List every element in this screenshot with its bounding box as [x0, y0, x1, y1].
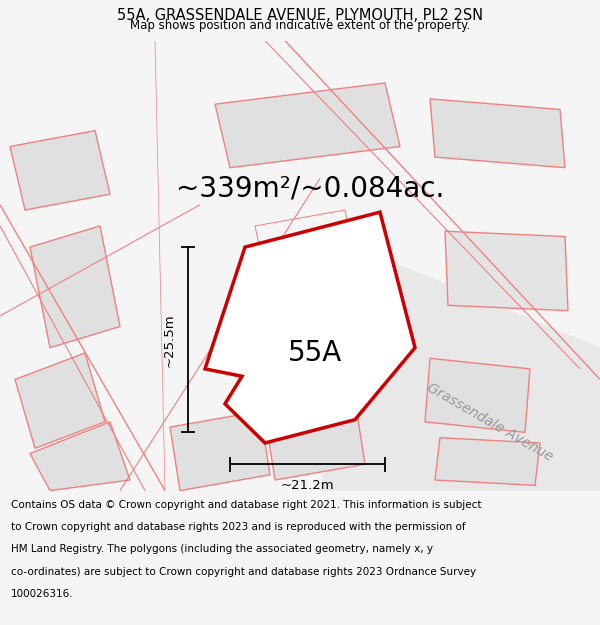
Text: to Crown copyright and database rights 2023 and is reproduced with the permissio: to Crown copyright and database rights 2…: [11, 522, 466, 532]
Text: Grassendale Avenue: Grassendale Avenue: [425, 380, 556, 464]
Polygon shape: [10, 131, 110, 210]
Polygon shape: [320, 253, 600, 491]
Text: Map shows position and indicative extent of the property.: Map shows position and indicative extent…: [130, 19, 470, 32]
Polygon shape: [425, 358, 530, 432]
Text: Contains OS data © Crown copyright and database right 2021. This information is : Contains OS data © Crown copyright and d…: [11, 500, 481, 510]
Polygon shape: [205, 212, 415, 443]
Polygon shape: [30, 422, 130, 491]
Polygon shape: [30, 226, 120, 348]
Polygon shape: [435, 438, 540, 486]
Text: co-ordinates) are subject to Crown copyright and database rights 2023 Ordnance S: co-ordinates) are subject to Crown copyr…: [11, 566, 476, 576]
Text: 55A, GRASSENDALE AVENUE, PLYMOUTH, PL2 2SN: 55A, GRASSENDALE AVENUE, PLYMOUTH, PL2 2…: [117, 8, 483, 23]
Polygon shape: [240, 250, 395, 416]
Text: 100026316.: 100026316.: [11, 589, 73, 599]
Polygon shape: [215, 83, 400, 168]
Polygon shape: [15, 353, 105, 448]
Text: 55A: 55A: [288, 339, 342, 367]
Polygon shape: [280, 289, 375, 378]
Polygon shape: [265, 401, 365, 480]
Polygon shape: [430, 99, 565, 168]
Polygon shape: [445, 231, 568, 311]
Text: ~21.2m: ~21.2m: [281, 479, 334, 492]
Text: ~339m²/~0.084ac.: ~339m²/~0.084ac.: [176, 175, 444, 203]
Text: HM Land Registry. The polygons (including the associated geometry, namely x, y: HM Land Registry. The polygons (includin…: [11, 544, 433, 554]
Polygon shape: [170, 411, 270, 491]
Text: ~25.5m: ~25.5m: [163, 313, 176, 366]
